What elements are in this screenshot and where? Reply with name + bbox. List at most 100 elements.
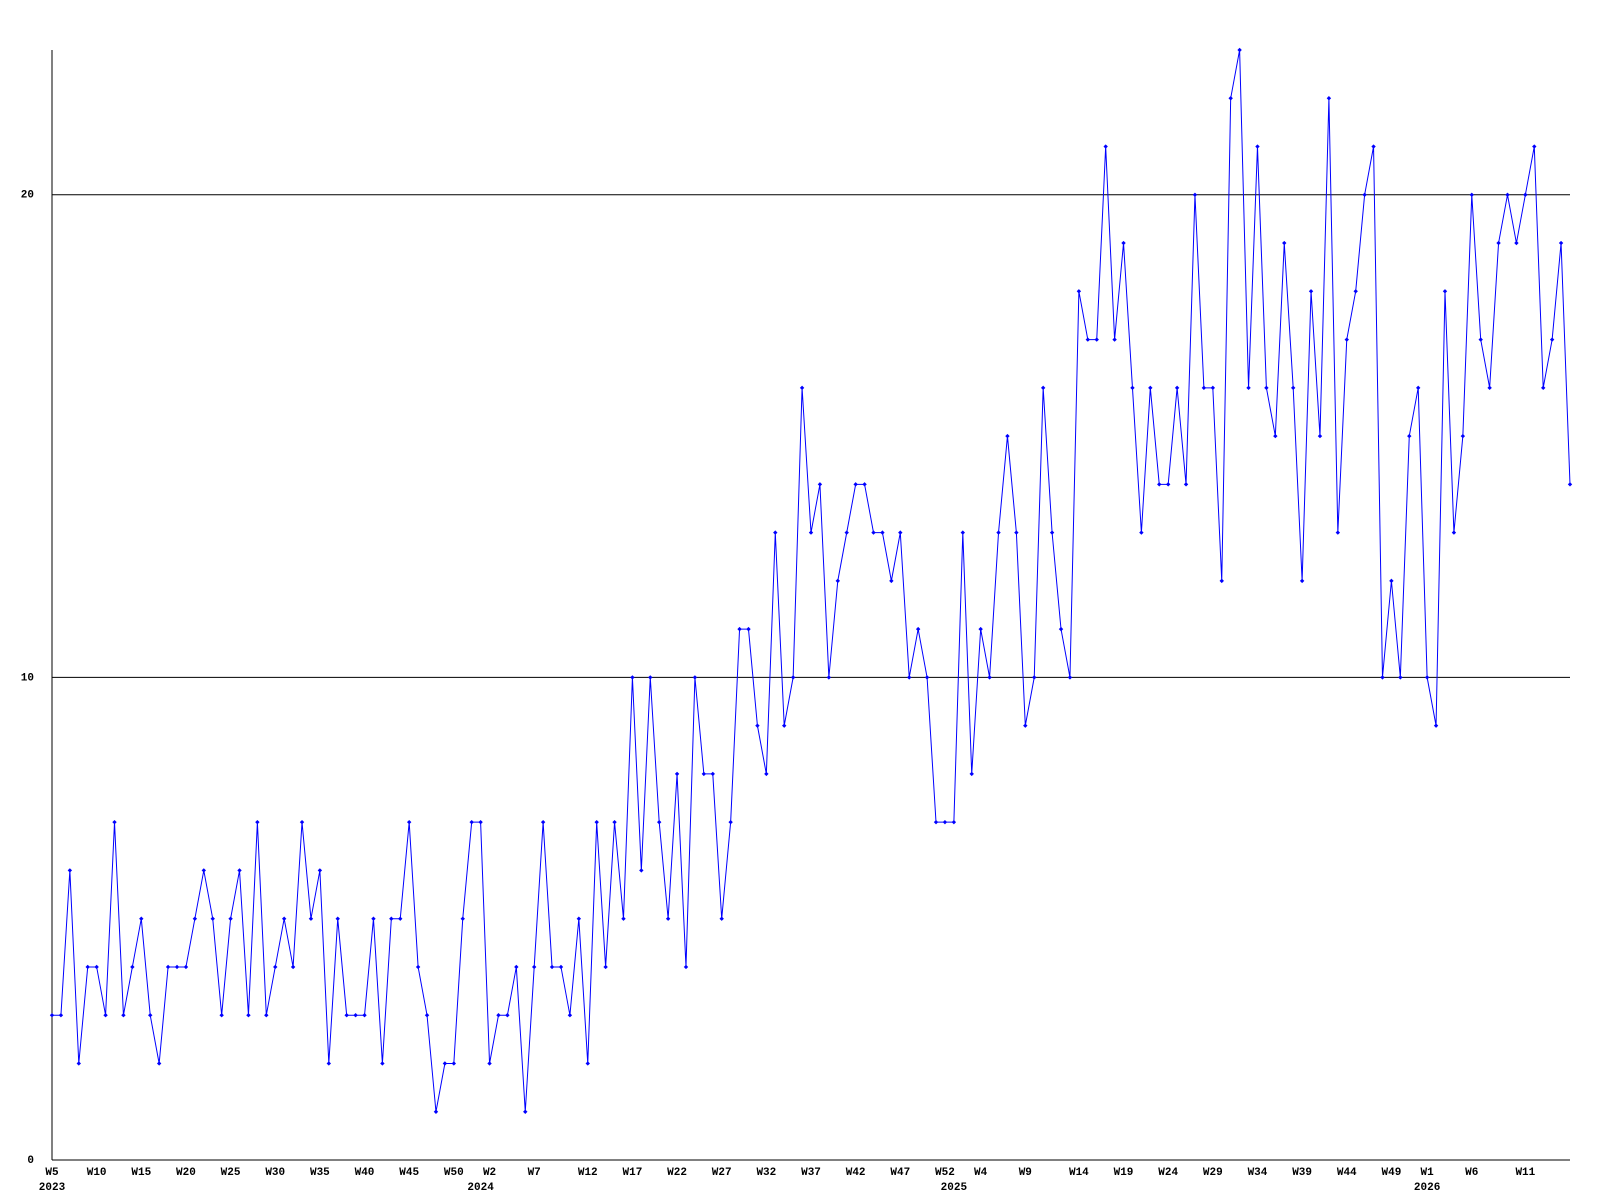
data-point bbox=[1246, 385, 1251, 391]
data-point bbox=[183, 964, 189, 970]
data-point bbox=[1541, 385, 1546, 391]
data-point bbox=[1326, 96, 1332, 101]
data-point bbox=[362, 1013, 367, 1018]
data-point bbox=[1416, 385, 1421, 391]
data-point bbox=[1165, 482, 1171, 487]
x-tick-label: W42 bbox=[846, 1167, 866, 1179]
data-point bbox=[1219, 578, 1224, 584]
data-point bbox=[389, 916, 394, 921]
data-point bbox=[58, 1013, 64, 1018]
data-point bbox=[1076, 289, 1082, 294]
y-tick-label: 0 bbox=[27, 1155, 34, 1167]
x-tick-label: W4 bbox=[974, 1167, 988, 1179]
data-point bbox=[1514, 240, 1519, 246]
x-tick-label: W40 bbox=[355, 1167, 375, 1179]
data-point bbox=[85, 964, 90, 970]
data-point bbox=[603, 964, 608, 970]
data-point bbox=[1433, 723, 1439, 728]
x-tick-label: W6 bbox=[1465, 1167, 1478, 1179]
x-tick-label: W15 bbox=[131, 1167, 151, 1179]
x-tick-label: W12 bbox=[578, 1167, 598, 1179]
data-point bbox=[273, 964, 278, 970]
data-point bbox=[621, 916, 626, 921]
data-point bbox=[496, 1013, 501, 1018]
data-point bbox=[174, 964, 180, 970]
x-year-label: 2026 bbox=[1414, 1182, 1440, 1194]
data-point bbox=[308, 916, 314, 921]
data-point bbox=[1558, 240, 1564, 246]
data-point bbox=[1237, 47, 1242, 53]
x-tick-label: W11 bbox=[1515, 1167, 1535, 1179]
data-point bbox=[505, 1013, 510, 1018]
y-tick-label: 20 bbox=[21, 190, 34, 202]
data-point bbox=[853, 482, 858, 487]
data-point bbox=[264, 1013, 269, 1018]
x-tick-label: W37 bbox=[801, 1167, 821, 1179]
data-point bbox=[424, 1013, 430, 1018]
data-point bbox=[1094, 337, 1099, 342]
data-point bbox=[1299, 578, 1305, 584]
data-point bbox=[344, 1013, 349, 1018]
data-point bbox=[924, 675, 930, 680]
data-point bbox=[540, 819, 546, 825]
data-point bbox=[1255, 144, 1260, 149]
data-point bbox=[880, 530, 885, 535]
x-tick-label: W35 bbox=[310, 1167, 330, 1179]
data-point bbox=[1567, 482, 1573, 487]
x-tick-label: W47 bbox=[890, 1167, 910, 1179]
x-tick-label: W17 bbox=[623, 1167, 643, 1179]
data-point bbox=[406, 819, 412, 825]
data-point bbox=[326, 1061, 332, 1066]
x-tick-label: W27 bbox=[712, 1167, 732, 1179]
data-point bbox=[94, 964, 99, 970]
data-point bbox=[1424, 675, 1430, 680]
x-tick-label: W44 bbox=[1337, 1167, 1357, 1179]
data-point bbox=[1389, 578, 1394, 584]
data-point bbox=[808, 530, 814, 535]
x-tick-label: W52 bbox=[935, 1167, 955, 1179]
data-point bbox=[826, 675, 832, 680]
x-tick-label: W14 bbox=[1069, 1167, 1089, 1179]
data-point bbox=[915, 626, 921, 632]
data-point bbox=[862, 482, 867, 487]
data-point bbox=[76, 1061, 81, 1066]
data-point bbox=[1451, 530, 1457, 535]
data-point bbox=[469, 819, 474, 825]
data-point bbox=[1532, 144, 1537, 149]
data-point bbox=[1130, 385, 1135, 391]
data-point bbox=[192, 916, 198, 921]
data-point bbox=[907, 675, 912, 680]
data-point bbox=[585, 1061, 590, 1066]
data-point bbox=[701, 771, 707, 777]
data-point bbox=[1085, 337, 1091, 342]
x-tick-label: W7 bbox=[528, 1167, 541, 1179]
x-tick-label: W10 bbox=[87, 1167, 107, 1179]
data-point bbox=[487, 1061, 492, 1066]
data-point bbox=[130, 964, 135, 970]
data-point bbox=[1058, 626, 1064, 632]
data-point bbox=[1228, 96, 1233, 101]
data-point bbox=[201, 868, 206, 873]
data-point bbox=[1335, 530, 1341, 535]
data-point bbox=[1496, 240, 1501, 246]
x-tick-label: W50 bbox=[444, 1167, 464, 1179]
data-point bbox=[1353, 289, 1358, 294]
data-point bbox=[210, 916, 215, 921]
data-point bbox=[630, 675, 635, 680]
data-point bbox=[1049, 530, 1055, 535]
data-point bbox=[951, 819, 957, 825]
data-point bbox=[665, 916, 671, 921]
data-point bbox=[978, 626, 983, 632]
data-point bbox=[317, 868, 323, 873]
data-point bbox=[1371, 144, 1376, 149]
data-point bbox=[898, 530, 903, 535]
data-point bbox=[933, 819, 939, 825]
x-tick-label: W25 bbox=[221, 1167, 241, 1179]
data-point bbox=[442, 1061, 448, 1066]
data-point bbox=[1282, 240, 1287, 246]
data-point bbox=[1478, 337, 1483, 342]
data-point bbox=[433, 1109, 439, 1114]
x-tick-label: W34 bbox=[1248, 1167, 1268, 1179]
